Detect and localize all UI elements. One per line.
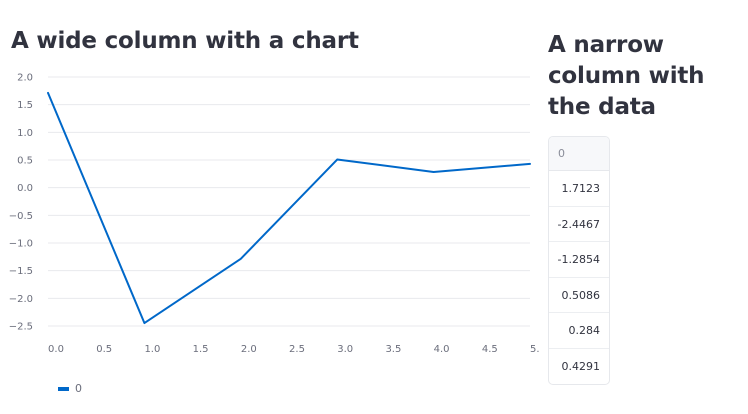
line-chart: 2.01.51.00.50.0−0.5−1.0−1.5−2.0−2.5 0.0 0…	[9, 73, 540, 356]
x-tick-label: 3.0	[337, 344, 353, 355]
table-row[interactable]: -2.4467	[549, 207, 609, 242]
y-tick-label: −0.5	[9, 211, 33, 222]
y-tick-label: 0.0	[17, 183, 33, 194]
table-row[interactable]: 1.7123	[549, 171, 609, 207]
x-tick-label: 0.5	[96, 344, 112, 355]
x-tick-label: 4.5	[482, 344, 498, 355]
table-row[interactable]: 0.284	[549, 313, 609, 349]
wide-column-title: A wide column with a chart	[11, 28, 359, 54]
data-point[interactable]	[235, 253, 247, 265]
data-point[interactable]	[428, 166, 440, 178]
table-row[interactable]: -1.2854	[549, 242, 609, 278]
table-column-header[interactable]: 0	[549, 137, 609, 171]
table-row[interactable]: 0.4291	[561, 359, 601, 373]
y-tick-label: −2.0	[9, 294, 33, 305]
x-tick-label: 2.0	[241, 344, 257, 355]
data-point[interactable]	[524, 158, 536, 170]
chart-legend[interactable]: 0	[58, 382, 82, 395]
data-point[interactable]	[42, 87, 54, 99]
x-axis: 0.0 0.5 1.0 1.5 2.0 2.5 3.0 3.5 4.0 4.5 5.0	[48, 344, 540, 355]
y-tick-label: 0.5	[17, 156, 33, 167]
x-tick-label: 0.0	[48, 344, 64, 355]
chart-series	[42, 87, 536, 329]
x-tick-label: 3.5	[385, 344, 401, 355]
y-axis: 2.0 1.5 1.0 0.5 0.0 −0.5 −1.0 −1.5 −2.0 −2.5	[9, 73, 33, 333]
x-tick-label: 4.0	[434, 344, 450, 355]
y-tick-label: 1.0	[17, 128, 33, 139]
data-table[interactable]: 0 1.7123 -2.4467 -1.2854 0.5086 0.284 0.…	[548, 136, 610, 385]
data-point[interactable]	[138, 317, 150, 329]
x-tick-label: 2.5	[289, 344, 305, 355]
x-tick-label: 5.0	[530, 344, 540, 355]
y-tick-label: 2.0	[17, 73, 33, 84]
y-tick-label: −1.0	[9, 239, 33, 250]
data-point[interactable]	[331, 154, 343, 166]
x-tick-label: 1.5	[193, 344, 209, 355]
chart-grid	[48, 76, 530, 327]
y-tick-label: 1.5	[17, 100, 33, 111]
x-tick-label: 1.0	[144, 344, 160, 355]
series-line[interactable]	[47, 91, 531, 325]
legend-label: 0	[75, 382, 82, 395]
table-row[interactable]: 0.5086	[549, 278, 609, 313]
narrow-column-title: A narrow column with the data	[548, 32, 705, 120]
y-tick-label: −2.5	[9, 322, 33, 333]
legend-swatch-icon	[58, 386, 69, 391]
y-tick-label: −1.5	[9, 266, 33, 277]
